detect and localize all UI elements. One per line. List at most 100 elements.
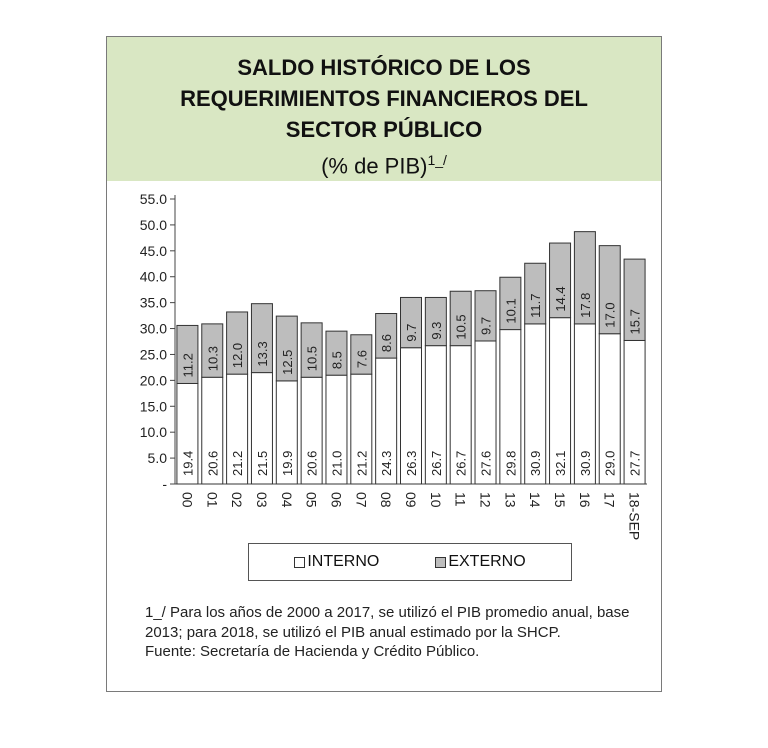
x-tick-label: 02 <box>229 492 245 508</box>
data-label-externo: 15.7 <box>628 309 643 334</box>
legend-label-interno: INTERNO <box>307 553 380 570</box>
legend-label-externo: EXTERNO <box>448 553 526 570</box>
y-tick-label: 5.0 <box>148 450 168 466</box>
data-label-interno: 26.7 <box>429 451 444 476</box>
bar-externo <box>350 334 373 375</box>
data-label-externo: 8.6 <box>379 334 394 352</box>
chart-subtitle: (% de PIB)1_/ <box>107 147 661 179</box>
data-label-externo: 9.7 <box>479 317 494 335</box>
bar-externo <box>449 290 472 347</box>
data-label-interno: 30.9 <box>528 451 543 476</box>
x-tick-label: 04 <box>279 492 295 508</box>
bar-chart: - 5.0 10.0 15.0 20.0 25.0 30.0 35.0 40.0 45.0 50.0… <box>140 191 647 540</box>
x-tick-label: 15 <box>552 492 568 508</box>
title-line-1: SALDO HISTÓRICO DE LOS <box>237 55 531 80</box>
bar-externo <box>300 322 323 378</box>
data-label-interno: 26.3 <box>404 451 419 476</box>
footnote-text: 1_/ Para los años de 2000 a 2017, se uti… <box>145 604 630 641</box>
y-tick-label: 45.0 <box>140 243 167 259</box>
data-label-interno: 26.7 <box>454 451 469 476</box>
bar-externo <box>549 242 572 319</box>
data-label-externo: 11.2 <box>180 353 195 377</box>
legend-item-interno: INTERNO <box>294 553 379 571</box>
x-tick-label: 10 <box>428 492 444 508</box>
bar-externo <box>176 324 199 384</box>
data-label-interno: 24.3 <box>379 451 394 476</box>
bar-externo <box>275 315 298 382</box>
data-label-externo: 11.7 <box>528 294 543 318</box>
y-tick-label: - <box>162 476 167 492</box>
y-tick-label: 20.0 <box>140 372 167 388</box>
x-tick-label: 00 <box>179 492 195 508</box>
bar-externo <box>325 330 348 376</box>
data-label-interno: 29.0 <box>603 451 618 476</box>
legend-swatch-interno <box>294 556 306 568</box>
bar-externo <box>598 245 621 335</box>
data-label-interno: 32.1 <box>553 451 568 476</box>
data-label-externo: 7.6 <box>354 350 369 368</box>
legend-swatch-externo <box>435 556 447 568</box>
x-tick-label: 01 <box>204 492 220 508</box>
data-label-interno: 20.6 <box>205 451 220 476</box>
bar-externo <box>201 323 224 378</box>
data-label-interno: 27.7 <box>628 451 643 476</box>
y-tick-label: 35.0 <box>140 295 167 311</box>
x-tick-label: 13 <box>502 492 518 508</box>
data-label-externo: 10.5 <box>305 346 320 371</box>
data-label-interno: 30.9 <box>578 451 593 476</box>
data-label-externo: 12.0 <box>230 343 245 368</box>
chart-header: SALDO HISTÓRICO DE LOS REQUERIMIENTOS FI… <box>107 37 661 181</box>
data-label-externo: 10.3 <box>205 346 220 371</box>
bar-externo <box>400 296 422 349</box>
bar-externo <box>250 303 273 374</box>
bar-externo <box>226 311 249 375</box>
chart-legend: INTERNO EXTERNO <box>248 543 572 581</box>
title-line-2: REQUERIMIENTOS FINANCIEROS DEL <box>180 86 588 111</box>
x-tick-label: 16 <box>577 492 593 508</box>
data-label-externo: 17.0 <box>603 302 618 327</box>
y-tick-label: 40.0 <box>140 269 167 285</box>
bar-externo <box>623 258 646 341</box>
data-label-externo: 14.4 <box>553 286 568 311</box>
data-label-interno: 21.5 <box>255 451 270 476</box>
chart-title: SALDO HISTÓRICO DE LOS REQUERIMIENTOS FI… <box>107 52 661 145</box>
data-label-interno: 19.9 <box>280 451 295 476</box>
data-label-externo: 12.5 <box>280 350 295 375</box>
data-label-interno: 29.8 <box>503 451 518 476</box>
x-tick-label: 14 <box>527 492 543 508</box>
data-label-externo: 13.3 <box>255 341 270 366</box>
data-label-externo: 9.7 <box>404 324 419 342</box>
bar-externo <box>499 276 522 331</box>
data-label-externo: 8.5 <box>329 351 344 369</box>
data-label-externo: 10.5 <box>454 314 469 339</box>
y-tick-label: 10.0 <box>140 424 167 440</box>
subtitle-text: (% de PIB) <box>321 153 428 179</box>
data-label-interno: 27.6 <box>479 451 494 476</box>
data-label-externo: 10.1 <box>503 298 518 323</box>
x-tick-label: 05 <box>304 492 320 508</box>
x-tick-label: 07 <box>353 492 369 508</box>
x-tick-label: 11 <box>453 492 469 507</box>
data-label-interno: 21.0 <box>329 451 344 476</box>
bar-externo <box>424 296 447 347</box>
x-tick-label: 08 <box>378 492 394 508</box>
data-label-externo: 9.3 <box>429 322 444 340</box>
legend-item-externo: EXTERNO <box>435 553 526 571</box>
source-text: Fuente: Secretaría de Hacienda y Crédito… <box>145 643 480 660</box>
chart-panel: SALDO HISTÓRICO DE LOS REQUERIMIENTOS FI… <box>106 36 662 692</box>
footnotes: 1_/ Para los años de 2000 a 2017, se uti… <box>145 603 645 662</box>
data-label-interno: 20.6 <box>305 451 320 476</box>
data-label-interno: 19.4 <box>180 451 195 476</box>
bar-externo <box>474 290 497 342</box>
x-tick-label: 06 <box>328 492 344 508</box>
bar-externo <box>524 262 547 325</box>
subtitle-footnote-ref: 1_/ <box>427 152 447 168</box>
y-tick-label: 15.0 <box>140 398 167 414</box>
x-tick-label: 09 <box>403 492 419 508</box>
y-tick-label: 25.0 <box>140 346 167 362</box>
y-tick-label: 30.0 <box>140 321 167 337</box>
bar-externo <box>375 313 398 359</box>
x-tick-label: 17 <box>602 492 618 508</box>
y-tick-label: 55.0 <box>140 191 167 207</box>
data-label-interno: 21.2 <box>230 451 245 476</box>
